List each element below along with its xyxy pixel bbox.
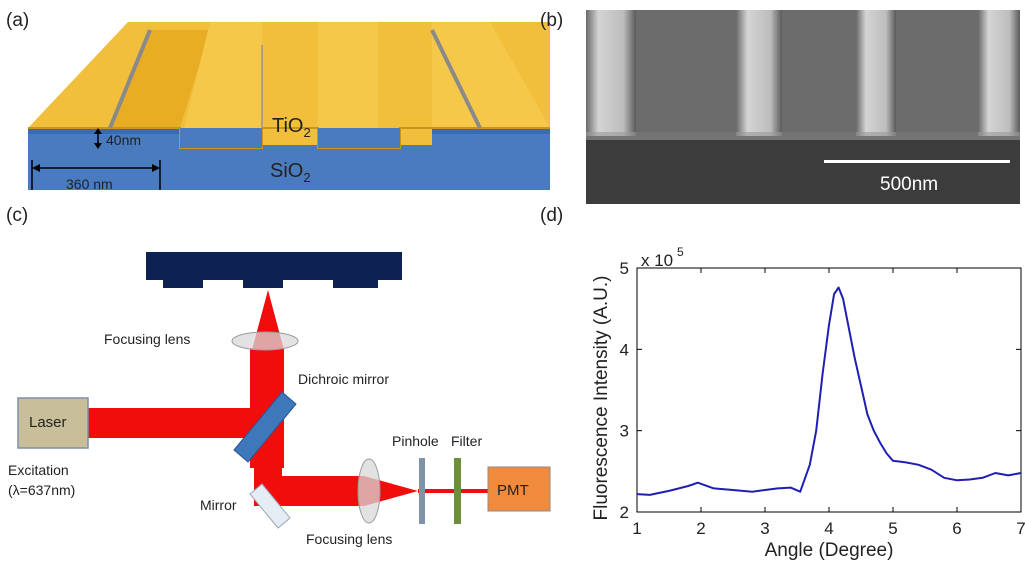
wavelength-label: (λ=637nm): [8, 482, 76, 498]
filter-label: Filter: [451, 433, 483, 449]
sem-ridge-4: [978, 10, 1020, 136]
sem-image: [586, 10, 1020, 204]
sem-edge: [586, 132, 1020, 140]
x-axis-label: Angle (Degree): [765, 540, 894, 561]
focusing-lens-top: [231, 331, 299, 351]
excitation-label: Excitation: [8, 462, 69, 478]
plot-frame: [636, 267, 1022, 513]
tio2-ridge-face: [180, 22, 262, 145]
tio2-groove-2: [378, 40, 432, 145]
dichroic-mirror-label: Dichroic mirror: [298, 371, 389, 387]
pmt-label: PMT: [497, 482, 529, 499]
tio2-text: TiO: [272, 115, 304, 137]
focusing-lens-bottom-label: Focusing lens: [306, 531, 393, 547]
grating-3d-schematic: [28, 22, 550, 190]
laser-box: [17, 397, 89, 449]
tio2-ridge-2: [318, 22, 378, 145]
y-multiplier: x 10: [641, 251, 673, 270]
x-tick-label: 3: [760, 519, 769, 538]
y-tick-label: 2: [620, 503, 629, 522]
y-axis-label: Fluorescence Intensity (A.U.): [591, 276, 612, 521]
pinhole: [419, 458, 425, 524]
groove-fill-2: [318, 128, 400, 148]
laser-label: Laser: [29, 414, 67, 431]
tio2-ridge-3: [432, 22, 550, 128]
mirror: [249, 483, 291, 529]
y-tick-label: 5: [620, 259, 629, 278]
sio2-subscript: 2: [303, 170, 311, 185]
sem-ridge-3: [856, 10, 896, 136]
scale-bar-label: 500nm: [880, 174, 939, 195]
series-line-0: [636, 286, 1022, 496]
x-tick-label: 7: [1016, 519, 1025, 538]
ridge-edge-1: [108, 29, 152, 129]
mirror-label: Mirror: [200, 497, 237, 513]
dichroic-mirror: [233, 391, 297, 463]
x-tick-label: 4: [824, 519, 833, 538]
tio2-groove: [262, 40, 318, 145]
groove-fill-1: [180, 128, 262, 148]
y-tick-label: 4: [620, 340, 629, 359]
pmt-box: [487, 466, 551, 512]
tio2-subscript: 2: [303, 125, 311, 140]
x-tick-label: 6: [952, 519, 961, 538]
sio2-label: SiO2: [270, 160, 311, 185]
tio2-ridge-1: [110, 30, 210, 128]
y-tick-label: 3: [620, 422, 629, 441]
sio2-text: SiO: [270, 160, 304, 182]
scale-bar: [824, 160, 1010, 163]
tio2-label: TiO2: [272, 115, 311, 140]
pinhole-label: Pinhole: [392, 433, 439, 449]
optical-setup-diagram: [17, 252, 551, 529]
sem-grooves: [586, 10, 1020, 132]
filter: [454, 458, 461, 524]
thickness-label: 40nm: [106, 132, 142, 148]
x-tick-label: 1: [632, 519, 641, 538]
sem-ridge-2: [736, 10, 782, 136]
period-label: 360 nm: [66, 176, 113, 192]
sem-ridge-1: [586, 10, 636, 136]
panel-c-label: (c): [6, 205, 29, 226]
x-tick-label: 2: [696, 519, 705, 538]
focusing-lens-bottom: [357, 458, 381, 524]
sample-grating: [146, 252, 402, 280]
x-tick-label: 5: [888, 519, 897, 538]
focusing-lens-top-label: Focusing lens: [104, 331, 191, 347]
panel-d-label: (d): [540, 205, 564, 226]
ridge-edge-3: [430, 29, 482, 129]
panel-b-label: (b): [540, 10, 564, 31]
panel-a-label: (a): [6, 10, 30, 31]
y-multiplier-exponent: 5: [677, 245, 684, 259]
